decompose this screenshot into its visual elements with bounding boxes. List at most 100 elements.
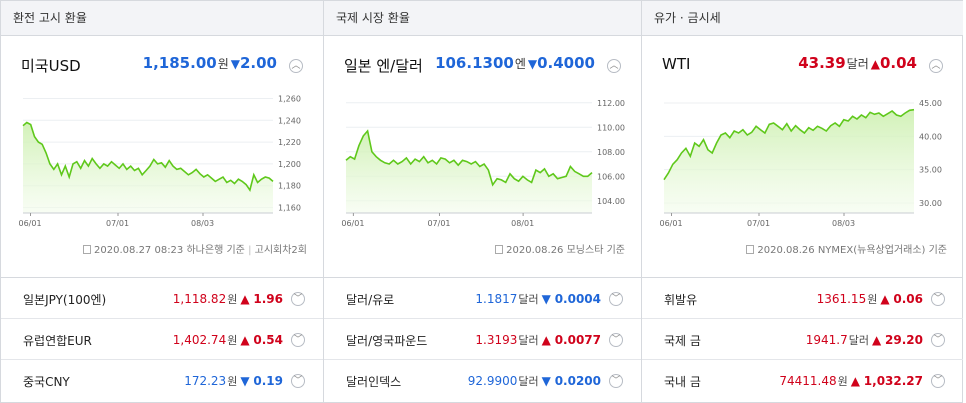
source-info: 2020.08.26 모닝스타 기준	[495, 241, 625, 256]
chevron-down-icon[interactable]: ﹀	[291, 292, 305, 306]
row-name: 유럽연합EUR	[23, 334, 92, 348]
y-tick-label: 1,240	[278, 116, 301, 125]
row-change: 29.20	[885, 333, 923, 347]
panel-header: 환전 고시 환율	[1, 1, 323, 36]
main-unit: 달러	[846, 57, 869, 71]
y-tick-label: 1,180	[278, 182, 301, 191]
row-price: 1.3193	[475, 333, 518, 347]
row-change: 1.96	[253, 292, 283, 306]
chevron-up-icon[interactable]: ︿	[929, 59, 943, 73]
row-name: 달러/영국파운드	[346, 334, 428, 348]
x-tick-label: 08/03	[191, 219, 214, 228]
row-unit: 원	[837, 375, 848, 388]
row-value: 74411.48원 ▲ 1,032.27	[779, 373, 923, 389]
price-chart: 1,260 1,240 1,220 1,200 1,180 1,160 06/01 07/01…	[19, 94, 301, 228]
rate-list: 달러/유로 1.1817달러 ▼ 0.0004 ﹀ 달러/영국파운드 1.3193…	[324, 277, 641, 402]
main-title[interactable]: 미국USD	[21, 57, 81, 75]
row-name: 달러/유로	[346, 293, 395, 307]
main-quote: 일본 엔/달러 106.1300엔 ▼0.4000 ︿ 112.00 110.00 1…	[324, 37, 641, 277]
list-item[interactable]: 중국CNY 172.23원 ▼ 0.19 ﹀	[1, 360, 323, 401]
y-tick-label: 30.00	[919, 199, 942, 208]
rate-list: 휘발유 1361.15원 ▲ 0.06 ﹀ 국제 금 1941.7달러 ▲ 29.2…	[642, 277, 963, 402]
series-line	[345, 129, 593, 187]
x-tick-label: 08/03	[832, 219, 855, 228]
list-item[interactable]: 달러인덱스 92.9900달러 ▼ 0.0200 ﹀	[324, 360, 641, 401]
up-arrow-icon: ▲	[240, 333, 250, 347]
row-price: 1.1817	[475, 292, 518, 306]
source-provider: 하나은행 기준	[186, 245, 245, 256]
x-tick-label: 06/01	[341, 219, 364, 228]
panel-oil-gold: 유가 · 금시세 WTI 43.39달러 ▲0.04 ︿ 45.00 40.00 35…	[641, 1, 963, 402]
row-value: 172.23원 ▼ 0.19	[184, 373, 283, 389]
row-change: 0.0077	[554, 333, 601, 347]
y-tick-label: 104.00	[597, 197, 625, 206]
document-icon	[746, 245, 755, 254]
row-change: 0.0200	[554, 374, 601, 388]
source-extra: 고시회차2회	[254, 245, 307, 256]
down-arrow-icon: ▼	[541, 374, 551, 388]
document-icon	[83, 245, 92, 254]
main-quote: WTI 43.39달러 ▲0.04 ︿ 45.00 40.00 35.00 30.00 0…	[642, 37, 963, 277]
x-tick-label: 07/01	[106, 219, 129, 228]
main-quote: 미국USD 1,185.00원 ▼2.00 ︿ 1,260 1,240 1,220 1,…	[1, 37, 323, 277]
row-name: 휘발유	[664, 293, 698, 307]
up-arrow-icon: ▲	[541, 333, 551, 347]
source-provider: NYMEX(뉴욕상업거래소) 기준	[817, 245, 947, 256]
y-tick-label: 1,260	[278, 94, 301, 103]
chevron-up-icon[interactable]: ︿	[289, 59, 303, 73]
chevron-down-icon[interactable]: ﹀	[931, 374, 945, 388]
down-arrow-icon: ▼	[240, 374, 250, 388]
row-unit: 달러	[848, 334, 869, 347]
series-area	[23, 122, 273, 213]
main-price: 106.1300	[435, 54, 514, 72]
list-item[interactable]: 국제 금 1941.7달러 ▲ 29.20 ﹀	[642, 319, 963, 360]
row-value: 1.3193달러 ▲ 0.0077	[475, 332, 601, 348]
row-unit: 달러	[518, 334, 539, 347]
x-tick-label: 06/01	[19, 219, 42, 228]
y-tick-label: 108.00	[597, 148, 625, 157]
main-change: 2.00	[239, 54, 277, 72]
chevron-down-icon[interactable]: ﹀	[291, 374, 305, 388]
main-change: 0.04	[879, 54, 917, 72]
main-title[interactable]: WTI	[662, 55, 691, 73]
list-item[interactable]: 달러/영국파운드 1.3193달러 ▲ 0.0077 ﹀	[324, 319, 641, 360]
list-item[interactable]: 국내 금 74411.48원 ▲ 1,032.27 ﹀	[642, 360, 963, 401]
row-unit: 원	[227, 293, 238, 306]
chevron-down-icon[interactable]: ﹀	[609, 333, 623, 347]
chevron-down-icon[interactable]: ﹀	[609, 292, 623, 306]
main-unit: 엔	[514, 57, 526, 71]
main-change: 0.4000	[537, 54, 595, 72]
row-price: 172.23	[184, 374, 227, 388]
source-date: 2020.08.26	[757, 245, 815, 256]
x-tick-label: 07/01	[747, 219, 770, 228]
main-title[interactable]: 일본 엔/달러	[344, 57, 423, 75]
main-value: 43.39달러 ▲0.04	[798, 54, 917, 72]
row-price: 1,118.82	[172, 292, 227, 306]
source-info: 2020.08.26 NYMEX(뉴욕상업거래소) 기준	[746, 241, 947, 256]
up-arrow-icon: ▲	[871, 333, 882, 347]
row-name: 국내 금	[664, 375, 701, 389]
series-line	[22, 121, 274, 193]
list-item[interactable]: 달러/유로 1.1817달러 ▼ 0.0004 ﹀	[324, 278, 641, 319]
chevron-down-icon[interactable]: ﹀	[291, 333, 305, 347]
chevron-down-icon[interactable]: ﹀	[609, 374, 623, 388]
list-item[interactable]: 일본JPY(100엔) 1,118.82원 ▲ 1.96 ﹀	[1, 278, 323, 319]
row-unit: 원	[227, 334, 238, 347]
chevron-up-icon[interactable]: ︿	[607, 59, 621, 73]
row-price: 92.9900	[467, 374, 518, 388]
row-value: 1,402.74원 ▲ 0.54	[173, 332, 283, 348]
list-item[interactable]: 유럽연합EUR 1,402.74원 ▲ 0.54 ﹀	[1, 319, 323, 360]
row-value: 92.9900달러 ▼ 0.0200	[468, 373, 601, 389]
row-unit: 달러	[518, 293, 539, 306]
up-arrow-icon: ▲	[880, 292, 890, 306]
list-item[interactable]: 휘발유 1361.15원 ▲ 0.06 ﹀	[642, 278, 963, 319]
series-line	[663, 108, 915, 181]
down-arrow-icon: ▼	[541, 292, 551, 306]
row-unit: 원	[867, 293, 878, 306]
chevron-down-icon[interactable]: ﹀	[931, 333, 945, 347]
chevron-down-icon[interactable]: ﹀	[931, 292, 945, 306]
y-tick-label: 1,220	[278, 138, 301, 147]
row-unit: 달러	[518, 375, 539, 388]
rate-list: 일본JPY(100엔) 1,118.82원 ▲ 1.96 ﹀ 유럽연합EUR 1,…	[1, 277, 323, 402]
